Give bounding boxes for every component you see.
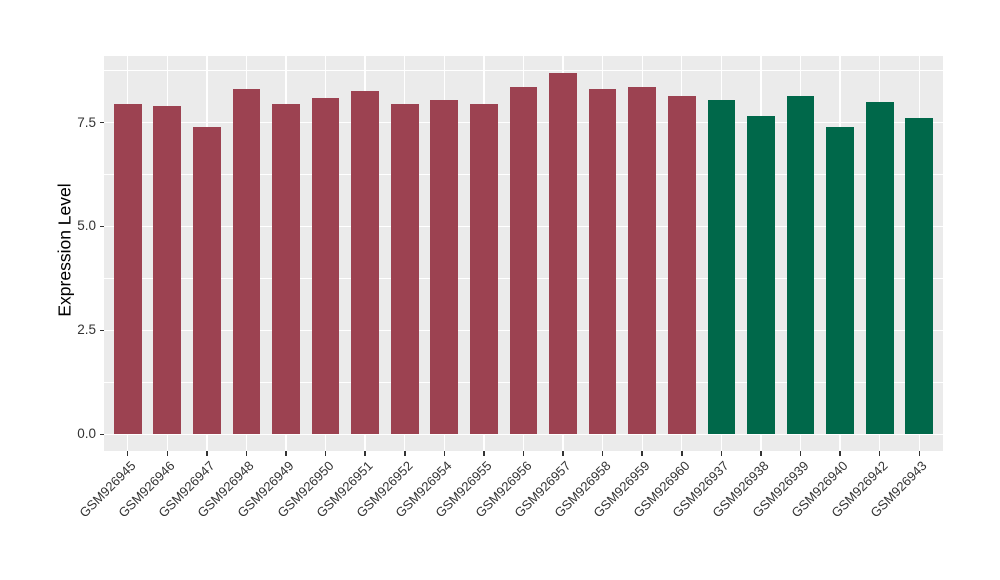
bar-GSM926951: [351, 91, 380, 435]
x-tick-mark: [562, 451, 564, 456]
bar-GSM926946: [153, 105, 182, 435]
x-tick-mark: [522, 451, 525, 456]
y-axis-title: Expression Level: [54, 183, 75, 317]
bar-GSM926958: [588, 89, 617, 435]
bar-GSM926948: [232, 89, 261, 435]
bar-GSM926956: [509, 87, 538, 435]
x-tick-mark: [245, 451, 248, 456]
bar-GSM926939: [786, 95, 815, 435]
x-tick-mark: [324, 451, 327, 456]
y-tick-label: 7.5: [77, 114, 96, 130]
x-tick-mark: [285, 451, 287, 456]
y-tick-mark: [99, 433, 104, 436]
y-tick-label: 0.0: [77, 426, 96, 442]
x-tick-mark: [443, 451, 446, 456]
bar-GSM926959: [628, 87, 657, 435]
x-tick-mark: [760, 451, 762, 456]
x-tick-mark: [641, 451, 643, 456]
x-tick-mark: [166, 451, 169, 456]
plot-panel: [104, 56, 943, 451]
y-tick-mark: [99, 225, 104, 228]
y-tick-mark: [99, 329, 104, 332]
bar-GSM926940: [826, 126, 854, 435]
x-tick-mark: [878, 451, 881, 456]
x-tick-mark: [404, 451, 406, 456]
x-tick-mark: [483, 451, 485, 456]
x-tick-mark: [364, 451, 366, 456]
bar-GSM926950: [311, 97, 340, 435]
bar-GSM926945: [113, 103, 142, 435]
x-tick-mark: [126, 451, 129, 456]
bar-GSM926960: [667, 95, 696, 435]
bar-GSM926947: [193, 126, 221, 435]
bar-GSM926957: [549, 72, 577, 435]
x-tick-mark: [720, 451, 723, 456]
y-tick-mark: [99, 121, 104, 124]
x-tick-mark: [681, 451, 683, 456]
y-tick-label: 5.0: [77, 218, 96, 234]
bar-GSM926949: [272, 103, 300, 435]
bar-GSM926952: [390, 103, 419, 435]
x-tick-mark: [839, 451, 841, 456]
x-tick-mark: [799, 451, 802, 456]
x-tick-mark: [601, 451, 604, 456]
bar-GSM926955: [470, 103, 498, 435]
bar-GSM926942: [865, 101, 894, 435]
bar-GSM926943: [905, 118, 934, 435]
bar-GSM926937: [707, 99, 736, 435]
x-tick-mark: [918, 451, 920, 456]
bar-GSM926938: [747, 116, 775, 435]
x-tick-mark: [206, 451, 208, 456]
bar-GSM926954: [430, 99, 459, 435]
y-tick-label: 2.5: [77, 322, 96, 338]
